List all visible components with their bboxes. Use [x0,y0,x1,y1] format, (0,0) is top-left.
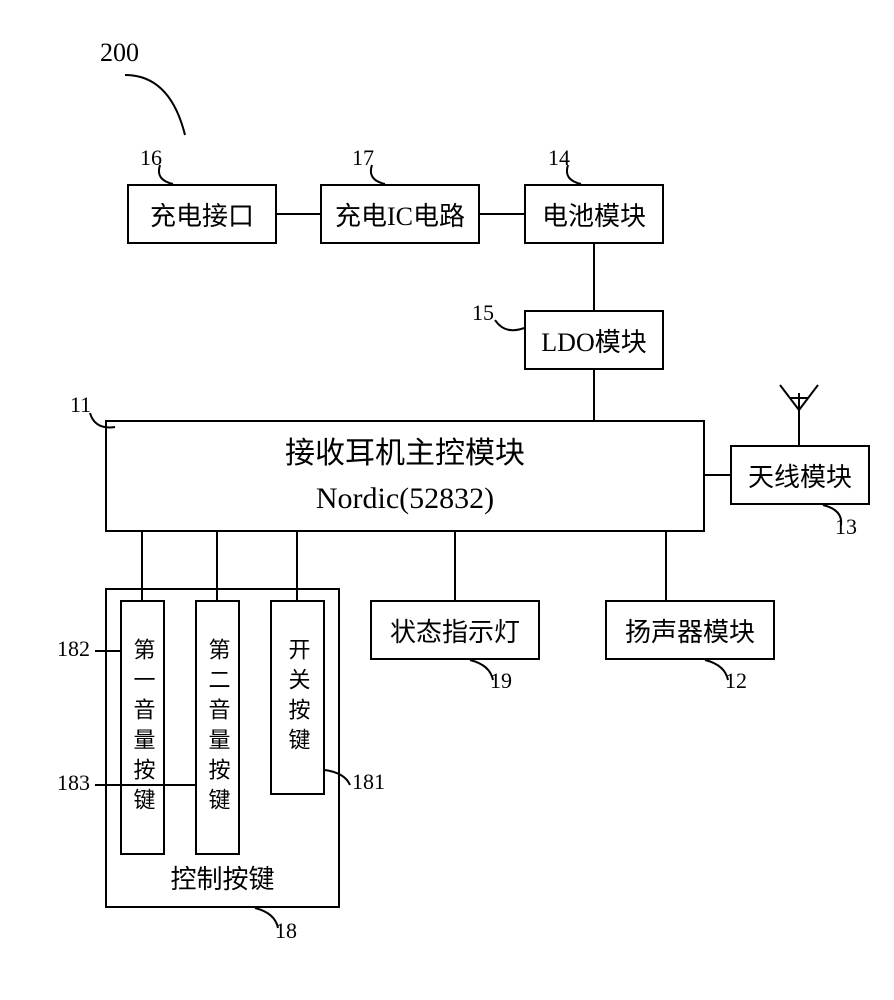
leader-19 [465,655,500,683]
control-keys-label: 控制按键 [170,859,274,896]
switch-label: 开关按键 [282,638,314,758]
vol1-label: 第一音量按键 [127,638,159,818]
leader-183 [95,784,195,786]
leader-181 [320,765,355,793]
antenna-box: 天线模块 [730,445,870,505]
leader-16 [155,160,185,188]
speaker-box: 扬声器模块 [605,600,775,660]
ref-183: 183 [57,770,90,796]
conn-ic-batt [480,213,524,215]
ldo-label: LDO模块 [541,322,646,359]
leader-12 [700,655,735,683]
leader-18 [250,903,285,931]
charging-ic-label: 充电IC电路 [335,196,465,233]
vol2-box: 第二音量按键 [195,600,240,855]
speaker-label: 扬声器模块 [625,612,755,649]
leader-17 [367,160,397,188]
ref-182: 182 [57,636,90,662]
vol2-label: 第二音量按键 [202,638,234,818]
conn-main-vol2 [216,532,218,600]
ldo-box: LDO模块 [524,310,664,370]
conn-main-speaker [665,532,667,600]
leader-182 [95,650,120,652]
ref-181: 181 [352,769,385,795]
leader-200 [110,60,200,150]
conn-port-ic [277,213,320,215]
status-led-label: 状态指示灯 [390,612,520,649]
main-control-label-2: Nordic(52832) [316,476,494,521]
switch-box: 开关按键 [270,600,325,795]
battery-label: 电池模块 [542,196,646,233]
main-control-box: 接收耳机主控模块 Nordic(52832) [105,420,705,532]
conn-main-switch [296,532,298,600]
charging-port-box: 充电接口 [127,184,277,244]
conn-main-vol1 [141,532,143,600]
conn-batt-ldo [593,244,595,310]
charging-port-label: 充电接口 [150,196,254,233]
vol1-box: 第一音量按键 [120,600,165,855]
charging-ic-box: 充电IC电路 [320,184,480,244]
leader-11 [85,405,120,435]
conn-main-antenna [705,474,730,476]
conn-main-led [454,532,456,600]
antenna-label: 天线模块 [748,457,852,494]
battery-box: 电池模块 [524,184,664,244]
leader-14 [563,160,593,188]
conn-ldo-main [593,370,595,420]
leader-13 [818,500,848,528]
antenna-icon [775,380,823,415]
leader-15 [490,310,526,340]
main-control-label-1: 接收耳机主控模块 [285,431,525,476]
status-led-box: 状态指示灯 [370,600,540,660]
